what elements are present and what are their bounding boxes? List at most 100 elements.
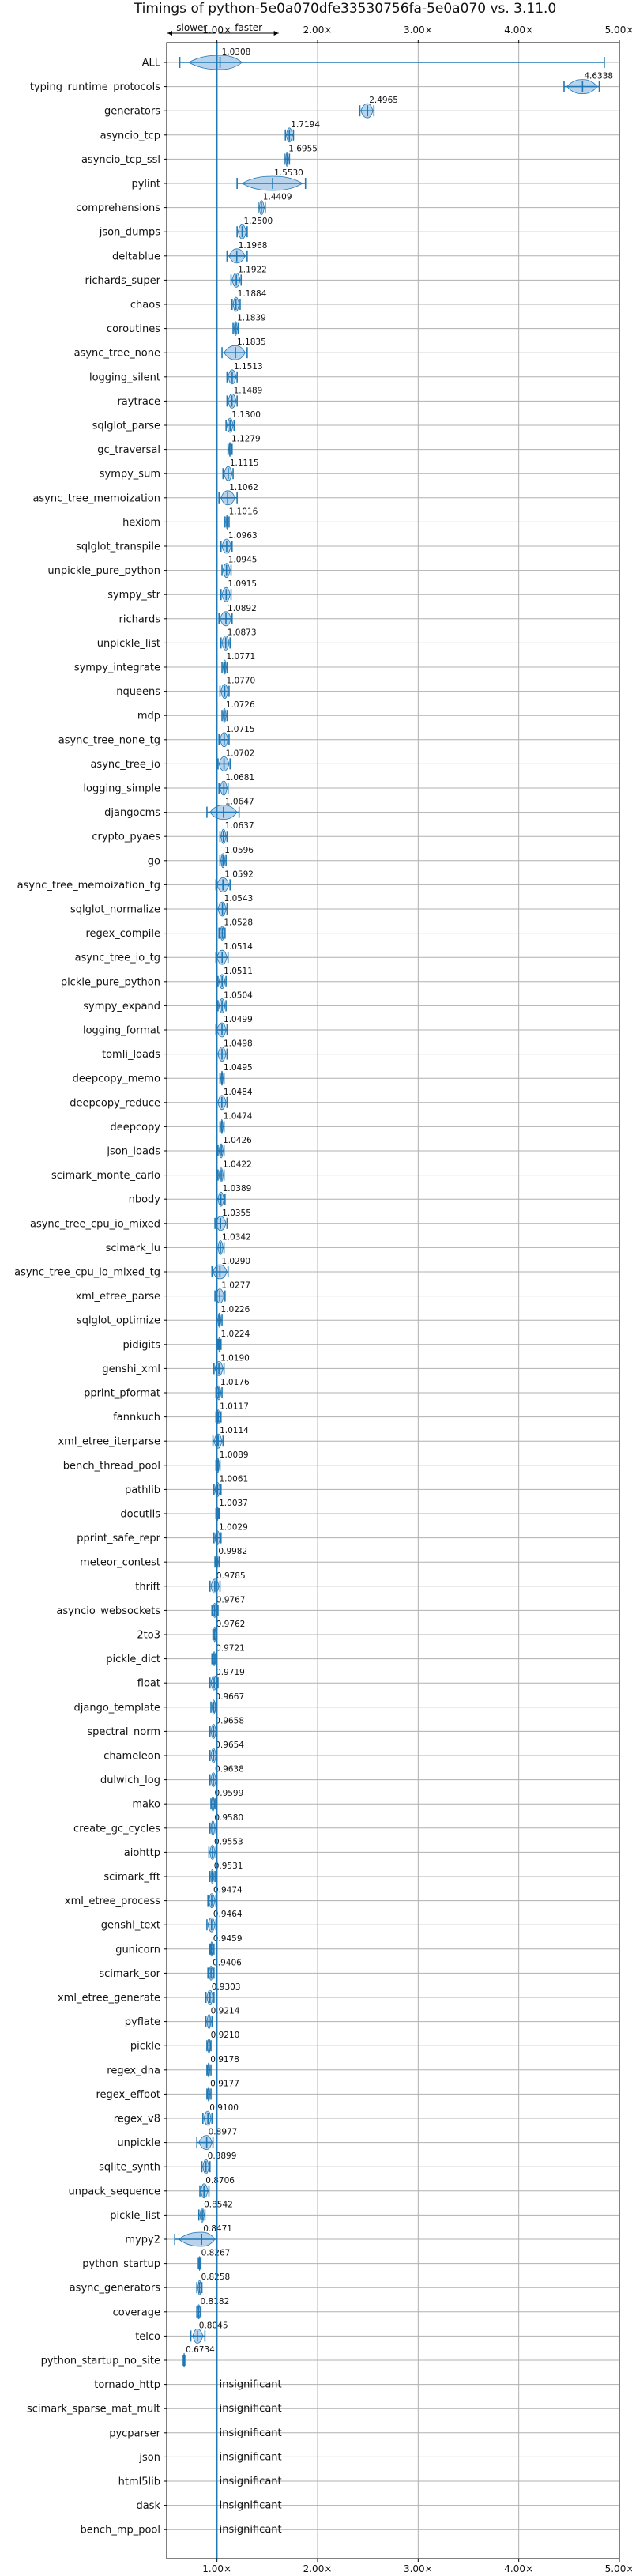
benchmark-row: sqlglot_normalize 1.0543 [70,894,619,917]
benchmark-name-label: asyncio_tcp_ssl [81,154,160,166]
value-label: 0.9531 [214,1861,243,1871]
benchmark-name-label: dask [136,2500,160,2512]
value-label: 0.9214 [211,2007,240,2016]
value-label: 0.8045 [199,2321,228,2330]
benchmark-row: pprint_pformat 1.0176 [84,1378,619,1401]
benchmark-row: asyncio_tcp 1.7194 [100,120,619,143]
benchmark-name-label: tornado_http [94,2379,160,2391]
benchmark-name-label: fannkuch [113,1412,160,1424]
grid-layer [216,43,620,2559]
value-label: 1.0945 [228,556,258,565]
benchmark-name-label: hexiom [122,517,160,529]
benchmark-row: unpickle_list 1.0873 [97,628,619,651]
value-label: 1.0474 [224,1111,253,1121]
benchmark-name-label: mako [132,1799,160,1811]
value-label: 0.9767 [216,1595,246,1605]
benchmark-name-label: async_tree_io [90,759,160,771]
value-label: 1.0514 [224,942,253,952]
benchmark-name-label: unpack_sequence [68,2186,160,2197]
benchmark-name-label: typing_runtime_protocols [30,81,160,93]
benchmark-name-label: nbody [129,1194,161,1206]
value-label: 0.8267 [201,2249,231,2258]
benchmark-name-label: regex_v8 [114,2114,160,2125]
value-label: 1.1884 [238,289,267,299]
value-label: 2.4965 [369,96,398,105]
benchmark-name-label: html5lib [118,2476,160,2488]
benchmark-row: djangocms 1.0647 [104,798,619,820]
benchmark-row: json_loads 1.0426 [106,1136,619,1159]
benchmark-name-label: xml_etree_generate [58,1993,160,2005]
benchmark-row: pidigits 1.0224 [123,1329,619,1352]
value-label: 0.9178 [210,2055,239,2065]
benchmark-row: chameleon 0.9654 [103,1741,619,1763]
benchmark-row: pycparser insignificant [109,2427,619,2439]
benchmark-row: regex_v8 0.9100 [114,2103,619,2126]
benchmark-name-label: json_dumps [99,227,160,239]
value-label: 1.0498 [224,1039,253,1049]
insignificant-label: insignificant [220,2427,282,2439]
benchmark-row: pickle_pure_python 1.0511 [61,967,619,990]
value-label: 1.0647 [225,798,254,807]
benchmark-row: docutils 1.0037 [120,1499,619,1522]
benchmark-name-label: go [148,855,160,867]
benchmark-row: genshi_text 0.9464 [101,1910,619,1933]
benchmark-name-label: json_loads [106,1146,160,1158]
benchmark-row: xml_etree_parse 1.0277 [76,1281,619,1304]
benchmark-row: mako 0.9599 [132,1789,619,1812]
value-label: 1.0892 [228,604,257,613]
benchmark-name-label: chameleon [103,1751,160,1763]
insignificant-label: insignificant [220,2524,282,2536]
value-label: 1.0715 [226,725,255,734]
benchmark-name-label: genshi_text [101,1920,160,1932]
value-label: 0.9667 [215,1692,244,1702]
slower-label: slower [176,22,207,33]
benchmark-name-label: regex_compile [85,928,160,940]
benchmark-row: go 1.0596 [148,846,619,869]
benchmark-row: deltablue 1.1968 [112,241,619,264]
benchmark-name-label: async_generators [70,2283,161,2295]
value-label: 1.1835 [237,338,266,347]
benchmark-name-label: pprint_pformat [84,1388,160,1400]
benchmark-name-label: generators [104,106,160,118]
bottom-tick-label: 1.00× [202,2563,231,2574]
benchmark-name-label: richards [119,613,161,625]
value-label: 1.0224 [221,1329,250,1339]
benchmark-name-label: xml_etree_process [65,1895,160,1907]
value-label: 0.9654 [215,1741,244,1750]
value-label: 1.0277 [221,1281,250,1291]
benchmark-name-label: sympy_str [107,590,160,602]
benchmark-name-label: unpickle_list [97,638,160,650]
value-label: 1.1839 [237,314,266,323]
benchmark-row: gc_traversal 1.1279 [97,435,619,458]
benchmark-name-label: async_tree_io_tg [75,952,160,964]
value-label: 1.0426 [223,1136,252,1145]
benchmark-name-label: pickle_pure_python [61,976,160,988]
top-tick-label: 4.00× [504,25,533,36]
benchmark-name-label: comprehensions [76,202,160,214]
value-label: 1.0176 [220,1378,250,1387]
value-label: 0.9303 [212,1982,241,1992]
benchmark-name-label: sqlglot_transpile [76,541,160,553]
benchmark-row: pickle 0.9210 [130,2031,619,2054]
value-label: 1.0484 [224,1088,253,1097]
benchmark-name-label: pylint [131,179,160,190]
benchmark-row: regex_effbot 0.9177 [96,2079,619,2102]
value-label: 1.0528 [224,918,253,928]
value-label: 1.0681 [225,773,254,783]
value-label: 1.0915 [228,579,257,589]
value-label: 1.0592 [224,869,254,879]
benchmark-name-label: logging_silent [89,372,160,383]
benchmark-row: sympy_str 1.0915 [107,579,619,602]
value-label: 0.9459 [213,1934,243,1944]
benchmark-name-label: unpickle_pure_python [47,565,160,577]
benchmark-row: sympy_expand 1.0504 [83,990,619,1013]
benchmark-name-label: aiohttp [124,1847,160,1859]
benchmark-name-label: sqlite_synth [99,2162,160,2174]
benchmark-name-label: genshi_xml [102,1363,160,1375]
benchmark-row: tomli_loads 1.0498 [102,1039,619,1062]
chart-title: Timings of python-5e0a070dfe33530756fa-5… [134,1,557,17]
benchmark-row: scimark_sparse_mat_mult insignificant [27,2403,619,2416]
benchmark-row: bench_mp_pool insignificant [80,2524,619,2536]
value-label: 1.1300 [231,410,261,420]
bottom-tick-label: 4.00× [504,2563,533,2574]
